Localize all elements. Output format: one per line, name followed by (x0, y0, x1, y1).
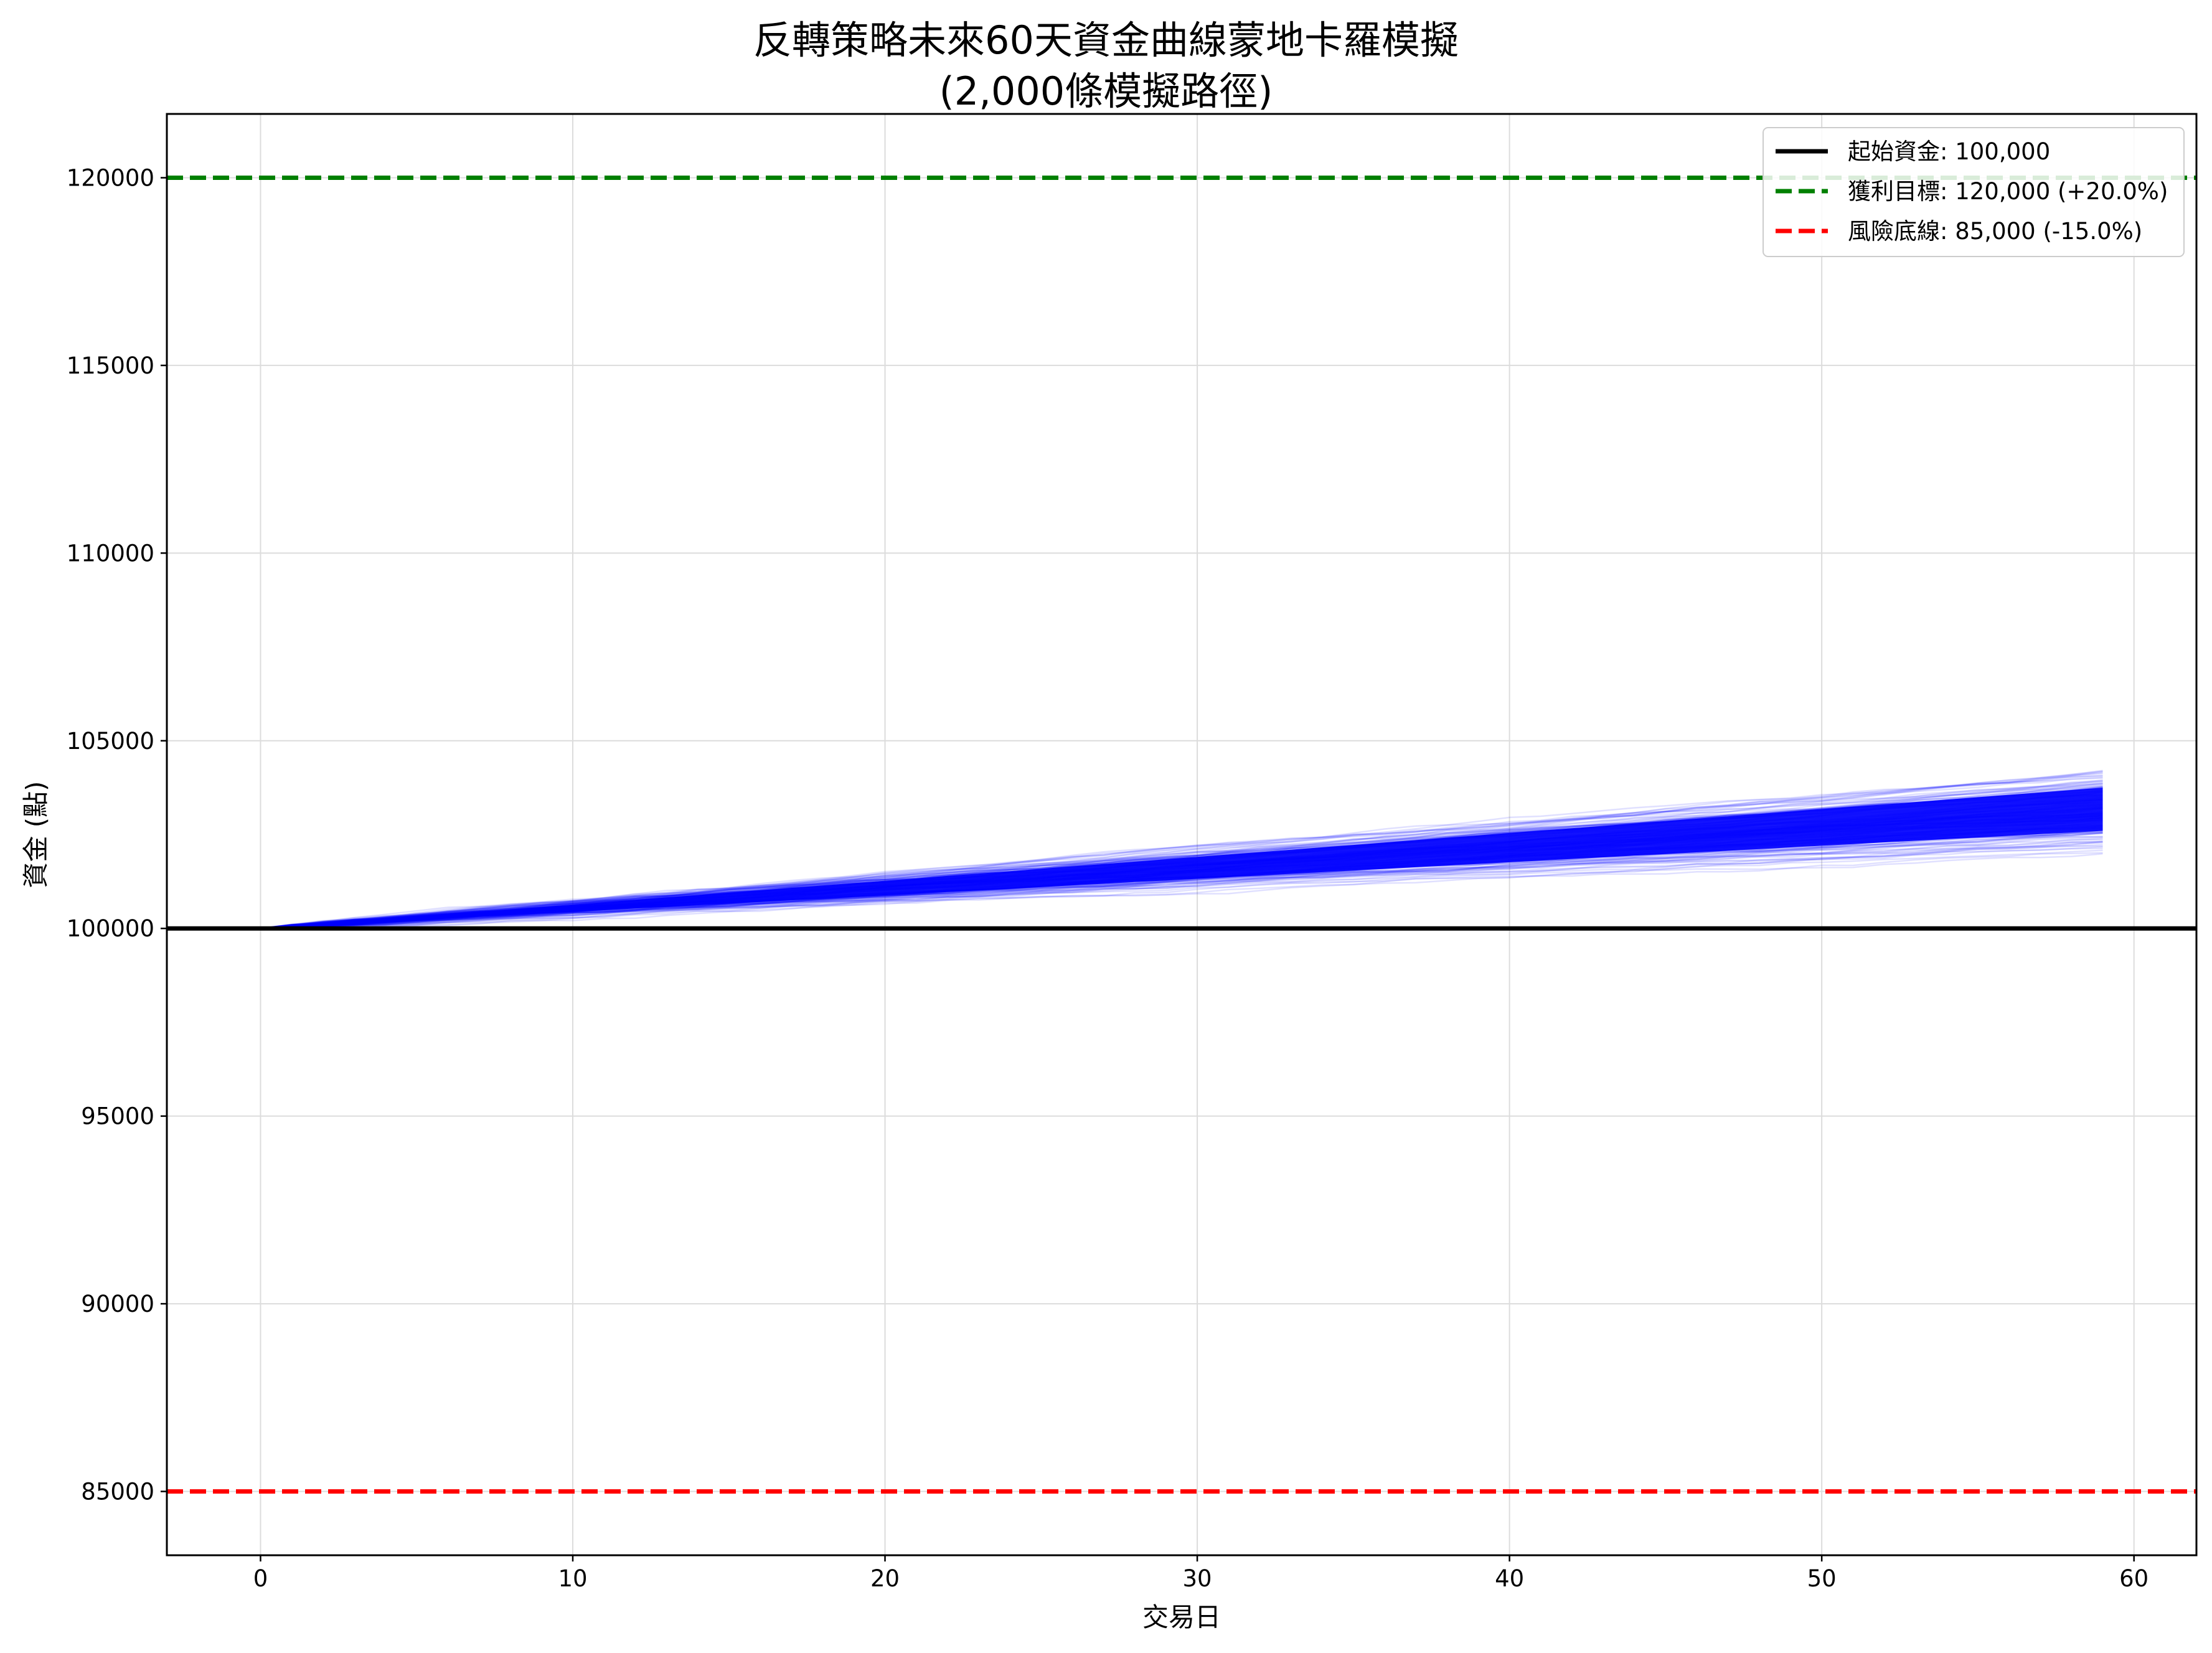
simulation-path (260, 784, 2103, 930)
y-tick-label: 115000 (67, 352, 154, 379)
simulation-path (260, 780, 2103, 930)
chart-subtitle: (2,000條模擬路徑) (939, 68, 1273, 114)
simulation-path (260, 841, 2103, 930)
axis-ticks: 0 10 20 30 40 50 60 85000 90000 95000 100000 105000… (67, 164, 2148, 1592)
x-tick-label: 60 (2119, 1565, 2148, 1592)
x-tick-label: 0 (253, 1565, 268, 1592)
y-tick-label: 100000 (67, 915, 154, 942)
simulation-path (260, 849, 2103, 930)
y-tick-label: 110000 (67, 540, 154, 567)
x-axis-label: 交易日 (1142, 1602, 1221, 1632)
simulation-path (260, 835, 2103, 930)
simulation-path (260, 773, 2103, 930)
x-tick-label: 20 (870, 1565, 900, 1592)
legend-entry: 起始資金: 100,000 (1848, 138, 2050, 165)
legend-box (1763, 127, 2185, 257)
simulation-path (260, 770, 2103, 930)
x-tick-label: 10 (558, 1565, 587, 1592)
simulation-path (260, 775, 2103, 930)
y-tick-label: 120000 (67, 164, 154, 191)
simulation-band (260, 788, 2103, 929)
simulation-path (260, 770, 2103, 930)
legend-entry: 風險底線: 85,000 (-15.0%) (1848, 218, 2142, 245)
y-tick-label: 105000 (67, 728, 154, 755)
y-axis-label: 資金 (點) (21, 781, 51, 888)
simulation-path (260, 836, 2103, 930)
legend-entry: 獲利目標: 120,000 (+20.0%) (1848, 178, 2168, 205)
x-tick-label: 40 (1495, 1565, 1524, 1592)
simulation-path (260, 786, 2103, 930)
x-tick-label: 30 (1183, 1565, 1212, 1592)
simulation-path (260, 852, 2103, 930)
simulation-paths (260, 770, 2103, 930)
simulation-path (260, 841, 2103, 930)
simulation-path (260, 779, 2103, 930)
legend: 起始資金: 100,000 獲利目標: 120,000 (+20.0%) 風險底線:… (1763, 127, 2185, 257)
y-tick-label: 95000 (81, 1103, 154, 1130)
y-tick-label: 90000 (81, 1291, 154, 1317)
chart-title: 反轉策略未來60天資金曲線蒙地卡羅模擬 (753, 17, 1459, 63)
simulation-path (260, 852, 2103, 930)
simulation-path (260, 832, 2103, 930)
simulation-path (260, 832, 2103, 930)
simulation-path (260, 775, 2103, 930)
simulation-path (260, 771, 2103, 930)
x-tick-label: 50 (1807, 1565, 1837, 1592)
simulation-path (260, 776, 2103, 930)
y-tick-label: 85000 (81, 1479, 154, 1505)
simulation-path (260, 790, 2103, 930)
simulation-path (260, 771, 2103, 930)
simulation-path (260, 845, 2103, 930)
simulation-path (260, 777, 2103, 930)
plot-frame (166, 113, 2198, 1556)
